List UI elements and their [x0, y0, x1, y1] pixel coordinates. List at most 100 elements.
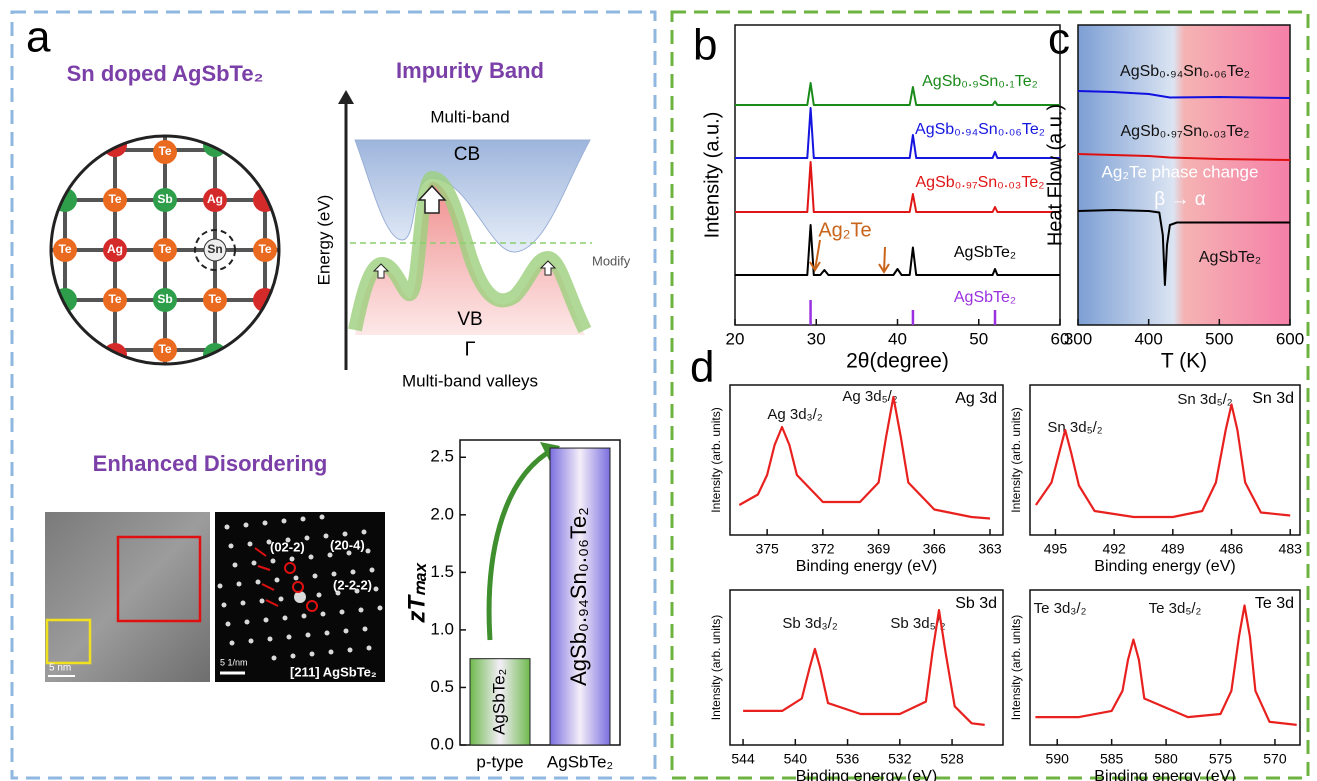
- spot: [363, 627, 368, 632]
- annotation: Sn 3d₅/₂: [1177, 391, 1232, 408]
- x-tick-label: p-type: [476, 752, 523, 771]
- x-tick-label: 532: [888, 751, 912, 767]
- atom-label: Te: [158, 242, 171, 256]
- spot: [249, 639, 254, 644]
- series-label: AgSb₀.₉₇Sn₀.₀₃Te₂: [1121, 123, 1250, 140]
- spot: [351, 570, 356, 575]
- band-text: CB: [454, 144, 480, 165]
- series-label: AgSb₀.₉₄Sn₀.₀₆Te₂: [1120, 63, 1250, 80]
- spot: [291, 654, 296, 659]
- spot: [362, 530, 367, 535]
- spot: [287, 635, 292, 640]
- spot: [263, 521, 268, 526]
- annotation: Ag₂Te: [818, 219, 871, 241]
- zone-label: [211] AgSbTe₂: [290, 664, 377, 679]
- series-label: AgSbTe₂: [954, 244, 1016, 261]
- atom-label: Ag: [207, 192, 223, 206]
- spot: [294, 576, 299, 581]
- spot: [222, 603, 227, 608]
- spot: [260, 599, 265, 604]
- annotation: Sb 3d₃/₂: [782, 615, 837, 632]
- spot-label: (02-2): [270, 539, 305, 554]
- x-tick-label: 600: [1276, 329, 1304, 348]
- band-text: Multi-band: [430, 107, 509, 126]
- x-tick-label: 50: [969, 329, 988, 348]
- y-tick-label: 1.5: [430, 562, 454, 581]
- atom-label: Sb: [157, 292, 172, 306]
- spot: [320, 515, 325, 520]
- panel-title: Te 3d: [1255, 595, 1294, 612]
- atom-label: Sb: [157, 192, 172, 206]
- lattice-title: Sn doped AgSbTe₂: [67, 61, 264, 86]
- x-axis-label: Binding energy (eV): [796, 768, 937, 781]
- x-tick-label: 570: [1263, 751, 1287, 767]
- x-tick-label: AgSbTe₂: [547, 752, 613, 771]
- spot: [378, 606, 383, 611]
- spot: [324, 534, 329, 539]
- spot: [370, 568, 375, 573]
- series-label: AgSb₀.₉₇Sn₀.₀₃Te₂: [916, 174, 1045, 191]
- panel-title: Sb 3d: [955, 595, 997, 612]
- energy-label: Energy (eV): [314, 195, 333, 286]
- x-tick-label: 369: [867, 541, 891, 557]
- x-tick-label: 500: [1205, 329, 1233, 348]
- x-tick-label: 363: [978, 541, 1002, 557]
- band-text: Modify: [592, 253, 631, 268]
- panel-title: Ag 3d: [955, 390, 997, 407]
- x-tick-label: 536: [836, 751, 860, 767]
- spot: [367, 646, 372, 651]
- figure: a b c d Sn doped AgSbTe₂ Te Te Sb Ag Te …: [0, 0, 1317, 781]
- series-label: AgSb₀.₉₄Sn₀.₀₆Te₂: [915, 121, 1045, 138]
- x-tick-label: 495: [1044, 541, 1068, 557]
- x-axis-label: Binding energy (eV): [796, 558, 937, 575]
- spot: [340, 610, 345, 615]
- spot: [306, 633, 311, 638]
- x-tick-label: 372: [811, 541, 835, 557]
- y-axis-label: Heat Flow (a.u.): [1044, 104, 1066, 246]
- improve-arrow: [489, 450, 552, 640]
- x-axis-label: Binding energy (eV): [1094, 558, 1235, 575]
- spot: [310, 652, 315, 657]
- annotation: Ag 3d₃/₂: [767, 406, 822, 423]
- y-tick-label: 1.0: [430, 619, 454, 638]
- x-tick-label: 580: [1154, 751, 1178, 767]
- spot: [309, 555, 314, 560]
- spot: [237, 582, 242, 587]
- annotation: Sn 3d₅/₂: [1047, 419, 1102, 436]
- y-axis-label: Intensity (arb. units): [1009, 615, 1023, 720]
- spot: [230, 641, 235, 646]
- annotation: Ag 3d₅/₂: [842, 388, 897, 405]
- atom-label: Te: [158, 144, 171, 158]
- spot: [264, 618, 269, 623]
- series-label: AgSbTe₂: [954, 289, 1016, 306]
- spot: [348, 648, 353, 653]
- disorder-title: Enhanced Disordering: [93, 451, 328, 476]
- spot: [313, 574, 318, 579]
- spot: [233, 563, 238, 568]
- spot: [279, 597, 284, 602]
- y-tick-label: 2.0: [430, 504, 454, 523]
- spot: [226, 622, 231, 627]
- spot: [229, 544, 234, 549]
- spot: [244, 523, 249, 528]
- spot: [248, 542, 253, 547]
- spot: [332, 572, 337, 577]
- data-line: [743, 610, 985, 725]
- y-axis-label: zTₘₐₓ: [403, 562, 430, 624]
- x-tick-label: 544: [731, 751, 755, 767]
- atom-label: Te: [258, 242, 271, 256]
- band-text: Γ: [464, 338, 475, 360]
- panel-title: Sn 3d: [1252, 390, 1294, 407]
- axis-arrow: [338, 90, 354, 104]
- scale-label: 5 1/nm: [220, 657, 248, 667]
- atom-label: Te: [108, 192, 121, 206]
- spot: [272, 656, 277, 661]
- spot: [374, 587, 379, 592]
- x-tick-label: 486: [1220, 541, 1244, 557]
- atom-label: Te: [108, 292, 121, 306]
- y-axis-label: Intensity (arb. units): [709, 407, 723, 512]
- scale-label: 5 nm: [49, 663, 71, 674]
- spot: [343, 532, 348, 537]
- x-tick-label: 366: [923, 541, 947, 557]
- spot: [305, 536, 310, 541]
